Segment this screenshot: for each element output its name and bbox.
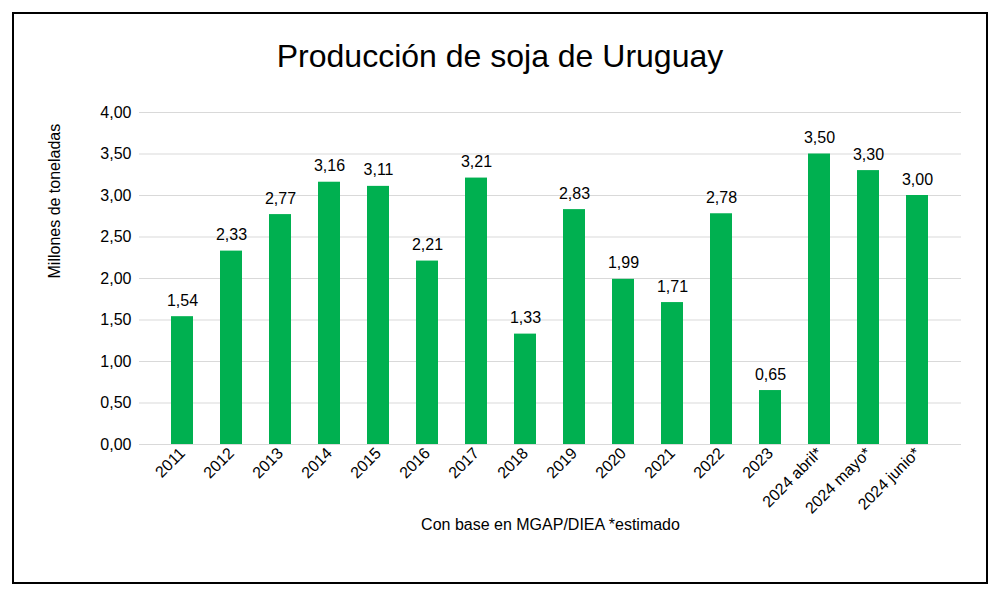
svg-text:2015: 2015 <box>347 444 384 481</box>
svg-text:2,33: 2,33 <box>216 226 247 243</box>
svg-text:2021: 2021 <box>641 444 678 481</box>
svg-text:3,16: 3,16 <box>314 157 345 174</box>
svg-text:2024 mayo*: 2024 mayo* <box>801 444 875 517</box>
svg-text:1,71: 1,71 <box>657 278 688 295</box>
svg-text:Millones de toneladas: Millones de toneladas <box>46 124 63 279</box>
svg-text:2014: 2014 <box>298 444 335 481</box>
svg-text:2,21: 2,21 <box>412 236 443 253</box>
svg-text:2,77: 2,77 <box>265 190 296 207</box>
svg-text:2016: 2016 <box>396 444 433 481</box>
svg-text:0,00: 0,00 <box>100 436 131 453</box>
svg-text:2012: 2012 <box>200 444 237 481</box>
svg-text:2011: 2011 <box>152 444 188 480</box>
svg-text:3,11: 3,11 <box>364 161 394 178</box>
html-text:Producción de soja de Uruguay: Producción de soja de Uruguay <box>276 38 724 74</box>
svg-text:2024 abril*: 2024 abril* <box>759 444 826 511</box>
svg-text:2018: 2018 <box>494 444 531 481</box>
svg-text:3,50: 3,50 <box>100 145 131 162</box>
svg-text:2,83: 2,83 <box>559 185 590 202</box>
svg-text:2013: 2013 <box>249 444 286 481</box>
svg-text:2024 junio*: 2024 junio* <box>855 444 924 513</box>
svg-text:0,65: 0,65 <box>755 366 786 383</box>
svg-text:2,50: 2,50 <box>100 228 131 245</box>
svg-text:2,78: 2,78 <box>706 189 737 206</box>
svg-text:1,54: 1,54 <box>167 292 198 309</box>
svg-text:2020: 2020 <box>592 444 629 481</box>
svg-text:3,00: 3,00 <box>100 187 131 204</box>
svg-text:4,00: 4,00 <box>100 104 131 121</box>
svg-text:0,50: 0,50 <box>100 394 131 411</box>
svg-text:2022: 2022 <box>690 444 727 481</box>
svg-text:2023: 2023 <box>739 444 776 481</box>
svg-text:1,00: 1,00 <box>100 353 131 370</box>
svg-text:3,30: 3,30 <box>853 146 884 163</box>
svg-text:1,33: 1,33 <box>510 309 541 326</box>
svg-text:Con base en MGAP/DIEA *estimad: Con base en MGAP/DIEA *estimado <box>421 516 680 533</box>
svg-text:2017: 2017 <box>445 444 482 481</box>
svg-text:3,21: 3,21 <box>461 153 492 170</box>
svg-text:3,00: 3,00 <box>902 171 933 188</box>
svg-text:2,00: 2,00 <box>100 270 131 287</box>
svg-text:1,50: 1,50 <box>100 311 131 328</box>
svg-text:1,99: 1,99 <box>608 254 639 271</box>
svg-text:2019: 2019 <box>543 444 580 481</box>
svg-text:3,50: 3,50 <box>804 129 835 146</box>
